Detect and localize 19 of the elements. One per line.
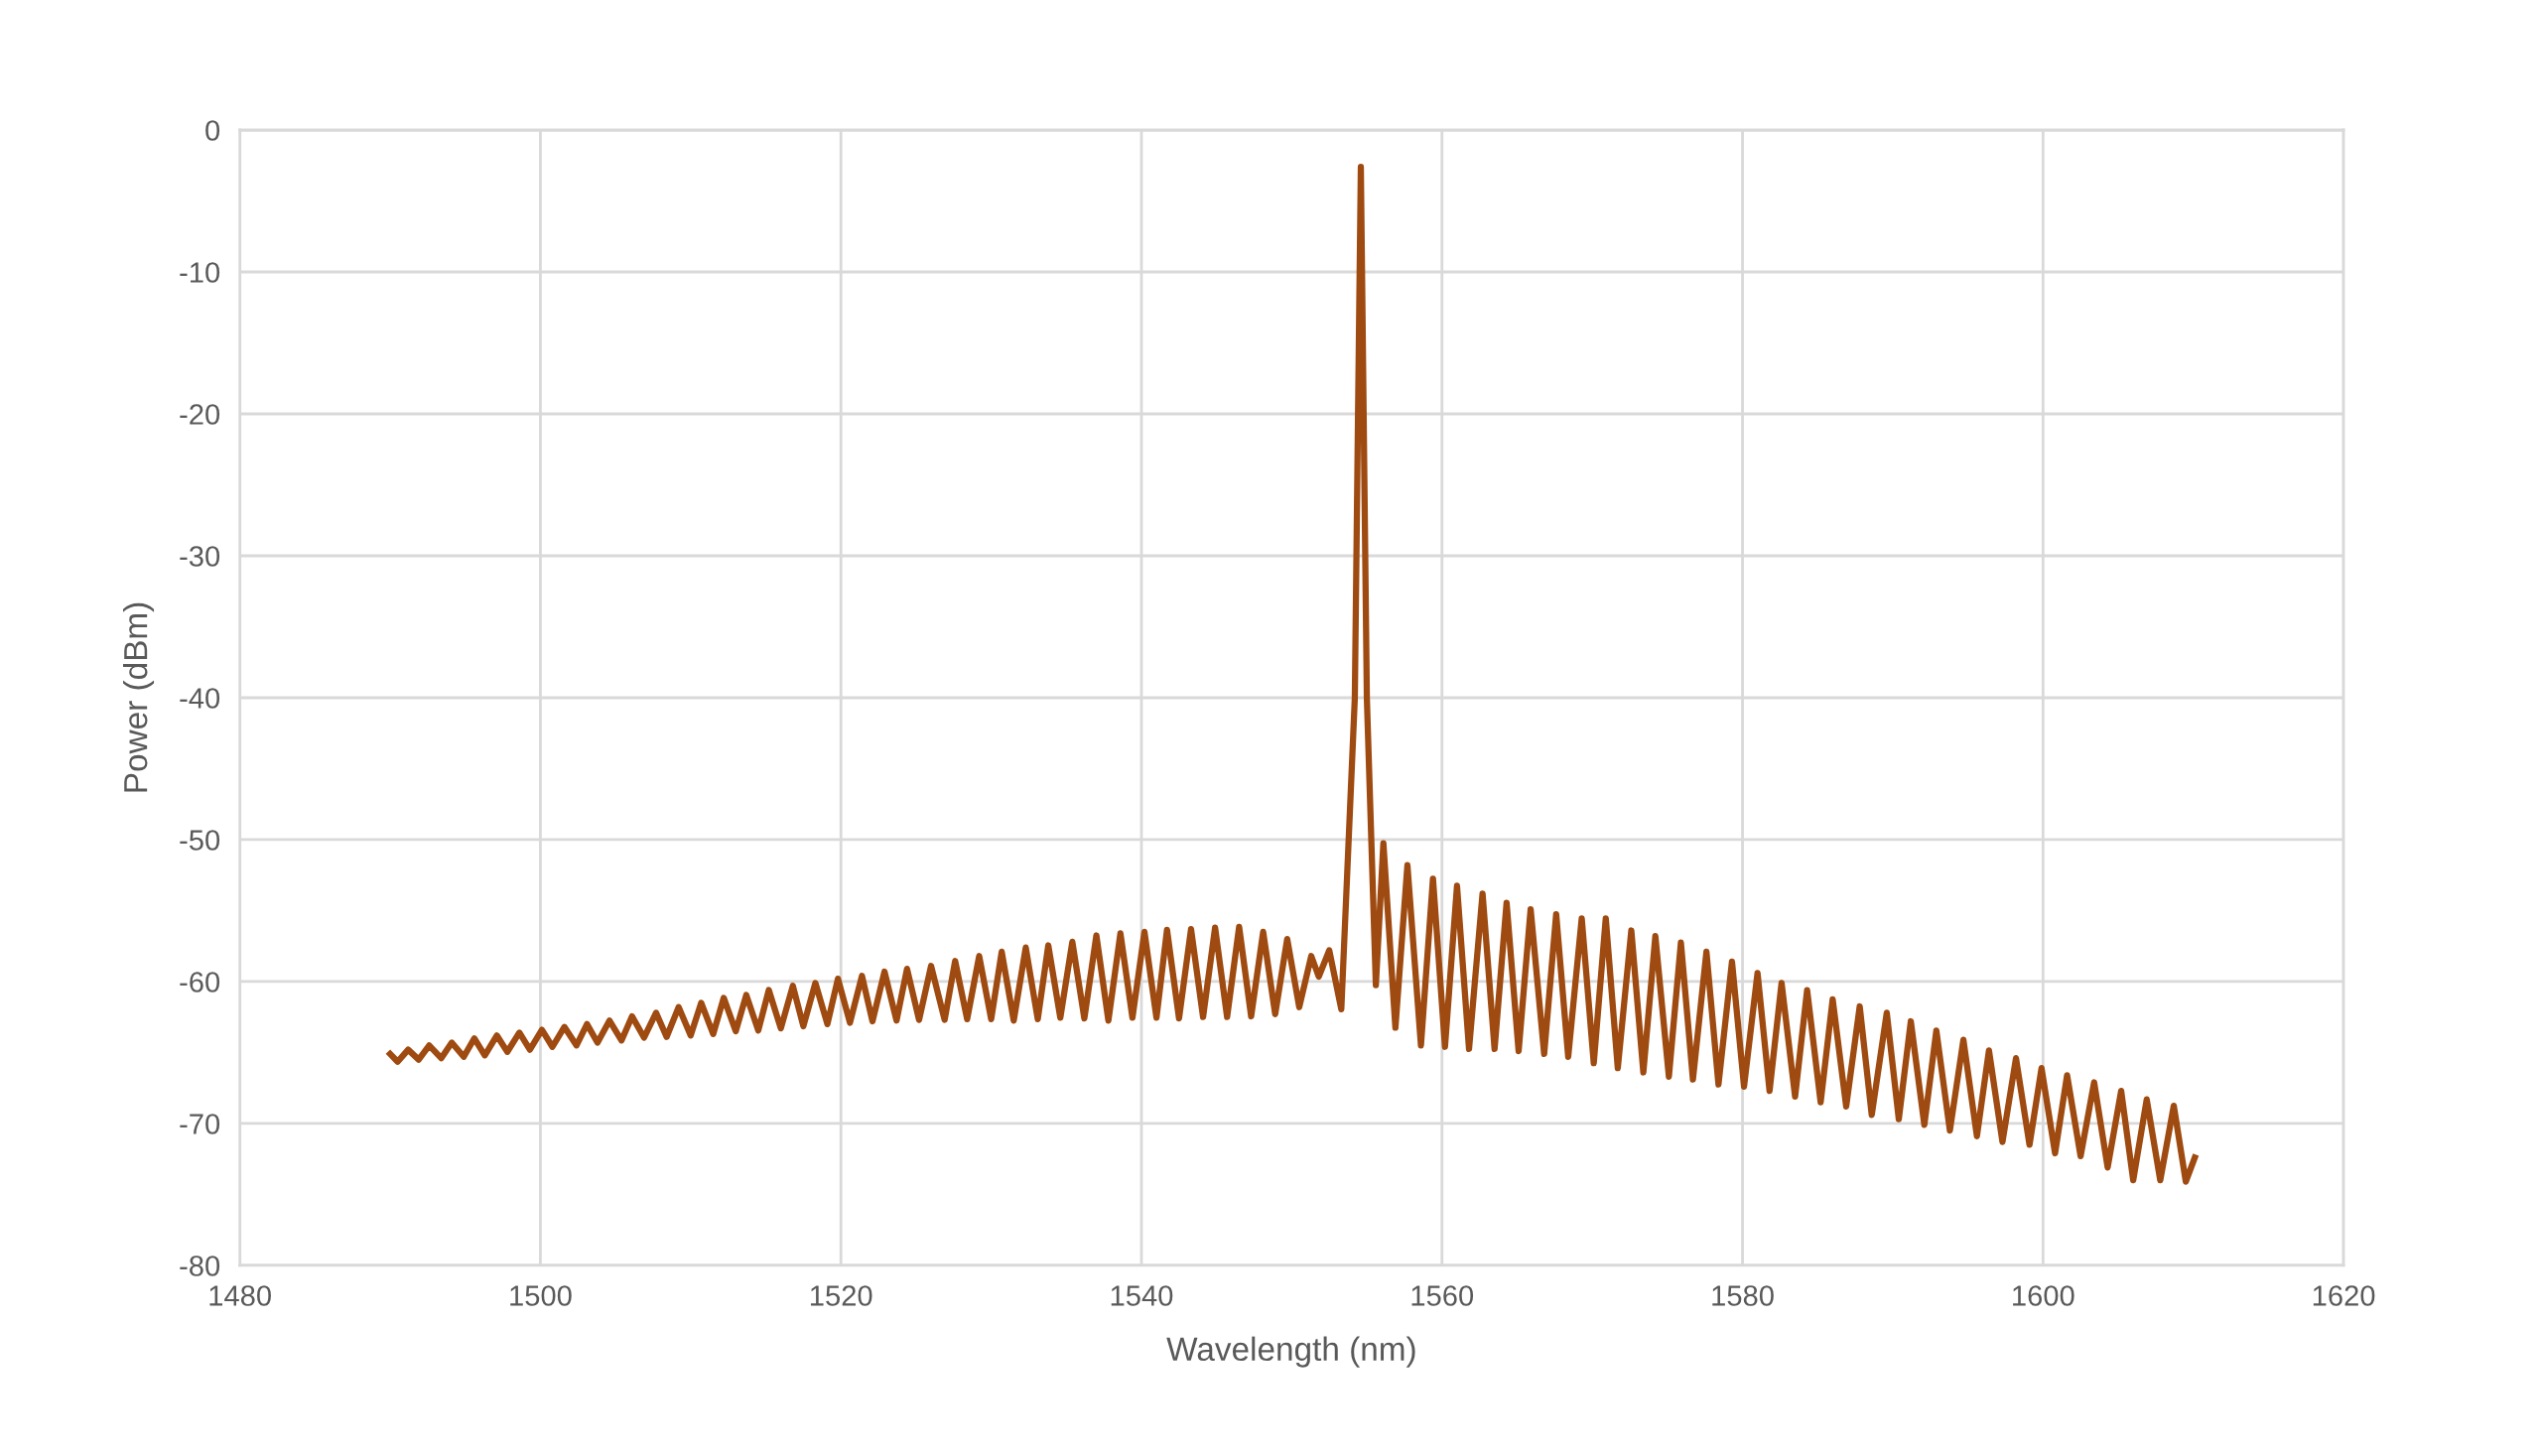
x-axis-title: Wavelength (nm) <box>1166 1336 1415 1368</box>
y-tick-label: 0 <box>205 120 220 141</box>
y-tick-label: -80 <box>180 1256 220 1276</box>
x-tick-label: 1480 <box>209 1285 271 1306</box>
x-tick-label: 1560 <box>1411 1285 1474 1306</box>
x-tick-label: 1600 <box>2013 1285 2074 1306</box>
y-tick-label: -20 <box>180 404 220 425</box>
y-tick-label: -10 <box>180 262 220 283</box>
y-axis-title: Power (dBm) <box>123 602 155 792</box>
y-tick-label: -30 <box>180 546 220 567</box>
y-tick-label: -60 <box>180 972 220 993</box>
x-tick-label: 1580 <box>1712 1285 1774 1306</box>
y-tick-label: -40 <box>180 688 220 709</box>
x-tick-label: 1620 <box>2313 1285 2375 1306</box>
x-tick-label: 1520 <box>811 1285 872 1306</box>
x-tick-label: 1540 <box>1111 1285 1173 1306</box>
x-tick-label: 1500 <box>510 1285 572 1306</box>
y-tick-label: -50 <box>180 830 220 851</box>
y-tick-label: -70 <box>180 1114 220 1134</box>
